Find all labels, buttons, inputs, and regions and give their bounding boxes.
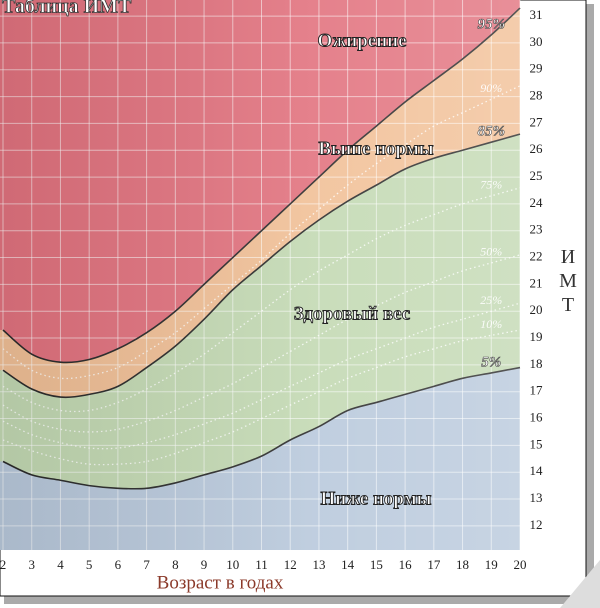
x-tick-label: 11 [255, 557, 268, 572]
y-tick-label: 25 [530, 168, 543, 183]
x-tick-label: 9 [201, 557, 208, 572]
y-tick-label: 19 [530, 329, 543, 344]
x-tick-label: 7 [143, 557, 150, 572]
region-label: Здоровый вес [294, 303, 410, 324]
x-tick-label: 12 [284, 557, 297, 572]
x-tick-label: 8 [172, 557, 179, 572]
x-tick-label: 15 [370, 557, 383, 572]
y-tick-label: 23 [530, 222, 543, 237]
y-tick-label: 30 [530, 34, 543, 49]
y-tick-label: 27 [530, 114, 544, 129]
y-tick-label: 22 [530, 249, 543, 264]
y-tick-label: 20 [530, 302, 543, 317]
y-axis-label: ИМТ [557, 246, 579, 318]
y-tick-label: 16 [530, 410, 544, 425]
x-tick-label: 18 [456, 557, 469, 572]
y-tick-label: 12 [530, 517, 543, 532]
x-tick-label: 13 [312, 557, 325, 572]
x-tick-label: 16 [399, 557, 413, 572]
x-axis-label: Возраст в годах [157, 572, 284, 593]
x-tick-label: 3 [28, 557, 35, 572]
region-label: Ожирение [317, 30, 406, 51]
x-tick-label: 2 [0, 557, 6, 572]
chart-title: Таблица ИМТ [2, 0, 132, 18]
x-tick-label: 10 [226, 557, 239, 572]
x-tick-label: 5 [86, 557, 93, 572]
x-tick-label: 14 [341, 557, 355, 572]
sheen [0, 0, 520, 550]
page-curl [560, 560, 600, 608]
region-label: Ниже нормы [321, 488, 432, 509]
x-tick-label: 20 [514, 557, 527, 572]
x-tick-label: 4 [57, 557, 64, 572]
y-tick-label: 18 [530, 356, 543, 371]
y-tick-label: 15 [530, 436, 543, 451]
x-tick-label: 19 [485, 557, 498, 572]
y-tick-label: 14 [530, 463, 544, 478]
x-tick-label: 6 [115, 557, 122, 572]
y-tick-label: 26 [530, 141, 544, 156]
y-tick-label: 21 [530, 275, 543, 290]
y-tick-label: 13 [530, 490, 543, 505]
y-tick-label: 24 [530, 195, 544, 210]
y-tick-label: 29 [530, 61, 543, 76]
y-tick-label: 31 [530, 7, 543, 22]
y-tick-label: 28 [530, 88, 543, 103]
x-tick-label: 17 [427, 557, 441, 572]
region-label: Выше нормы [318, 138, 433, 159]
y-tick-label: 17 [530, 383, 544, 398]
